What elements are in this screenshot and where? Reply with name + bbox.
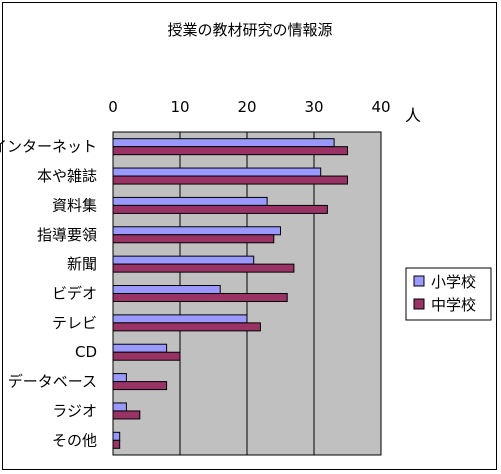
bar-series-1 xyxy=(112,373,127,383)
legend-swatch-series-1 xyxy=(413,275,425,287)
bars xyxy=(112,138,348,449)
category-label: データベース xyxy=(8,373,97,391)
bar-series-1 xyxy=(112,402,127,412)
bar-series-1 xyxy=(112,226,281,236)
x-tick-label: 40 xyxy=(371,98,390,116)
bar-series-1 xyxy=(112,431,121,441)
x-tick-label: 30 xyxy=(304,98,323,116)
bar-series-1 xyxy=(112,314,248,324)
category-label: インターネット xyxy=(0,138,97,156)
chart-title: 授業の教材研究の情報源 xyxy=(167,21,332,39)
bar-series-2 xyxy=(112,204,328,214)
bar-series-2 xyxy=(112,263,295,273)
bar-series-2 xyxy=(112,439,121,449)
legend: 小学校 中学校 xyxy=(405,267,492,321)
category-label: 本や雑誌 xyxy=(37,167,97,185)
bar-series-2 xyxy=(112,410,141,420)
category-label: CD xyxy=(75,343,97,361)
legend-swatch-series-2 xyxy=(413,298,425,310)
category-label: ラジオ xyxy=(52,402,97,420)
bar-series-1 xyxy=(112,285,221,294)
bar-series-2 xyxy=(112,351,181,361)
x-axis-ticks: 0 10 20 30 40 xyxy=(108,98,390,116)
bar-series-1 xyxy=(112,167,322,177)
legend-label-series-1: 小学校 xyxy=(431,273,476,291)
bar-series-2 xyxy=(112,234,275,244)
legend-label-series-2: 中学校 xyxy=(431,296,476,314)
category-label: 新聞 xyxy=(67,255,97,273)
axis-unit-label: 人 xyxy=(405,106,421,125)
category-label: 指導要領 xyxy=(37,226,97,244)
bar-series-2 xyxy=(112,175,348,185)
category-label: ビデオ xyxy=(52,285,97,303)
category-label: その他 xyxy=(52,431,97,449)
bar-series-1 xyxy=(112,343,168,353)
category-label: 資料集 xyxy=(52,196,97,214)
bar-series-1 xyxy=(112,196,268,206)
category-label: テレビ xyxy=(52,314,97,332)
bar-series-2 xyxy=(112,146,348,156)
bar-series-2 xyxy=(112,381,168,391)
bar-series-2 xyxy=(112,293,288,302)
bar-series-1 xyxy=(112,255,255,265)
x-tick-label: 10 xyxy=(170,98,189,116)
bar-series-1 xyxy=(112,138,335,148)
x-tick-label: 0 xyxy=(108,98,118,116)
x-tick-label: 20 xyxy=(237,98,256,116)
bar-series-2 xyxy=(112,322,261,332)
